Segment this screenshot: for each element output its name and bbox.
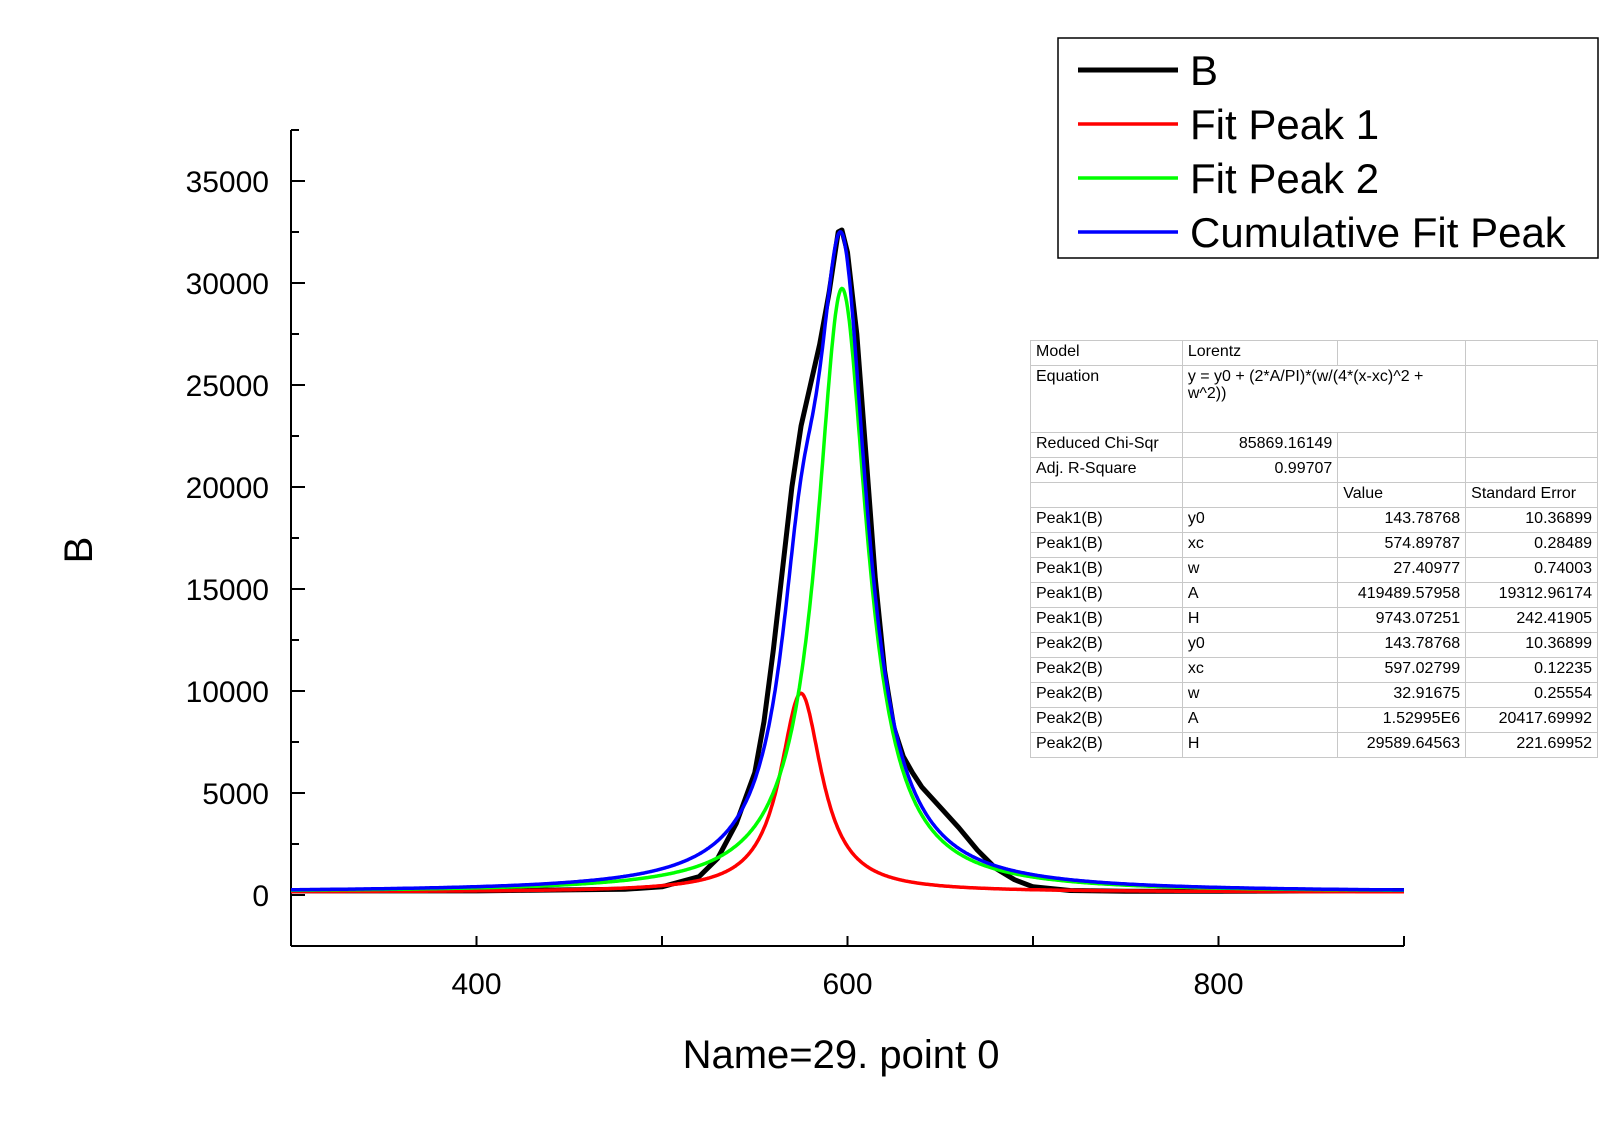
chi-label: Reduced Chi-Sqr [1030, 432, 1183, 458]
row-dataset: Peak2(B) [1030, 732, 1183, 758]
equation-label: Equation [1030, 365, 1183, 433]
row-dataset: Peak2(B) [1030, 707, 1183, 733]
equation-value: y = y0 + (2*A/PI)*(w/(4*(x-xc)^2 + w^2)) [1181, 365, 1467, 433]
row-standard-error: 221.69952 [1465, 732, 1598, 758]
y-tick-label: 5000 [202, 778, 269, 811]
row-standard-error: 242.41905 [1465, 607, 1598, 633]
row-dataset: Peak1(B) [1030, 557, 1183, 583]
row-parameter: y0 [1181, 507, 1339, 533]
table-row: Peak1(B) A 419489.57958 19312.96174 [1030, 582, 1598, 608]
table-row-r2: Adj. R-Square 0.99707 [1030, 457, 1598, 483]
table-row-chi: Reduced Chi-Sqr 85869.16149 [1030, 432, 1598, 458]
table-row: Peak1(B) w 27.40977 0.74003 [1030, 557, 1598, 583]
legend: B Fit Peak 1 Fit Peak 2 Cumulative Fit Peak [1057, 37, 1599, 259]
row-standard-error: 10.36899 [1465, 507, 1598, 533]
series-line-cumulative-fit-peak [290, 230, 1405, 892]
table-row: Peak2(B) xc 597.02799 0.12235 [1030, 657, 1598, 683]
model-label: Model [1030, 340, 1183, 366]
row-standard-error: 0.74003 [1465, 557, 1598, 583]
row-dataset: Peak2(B) [1030, 682, 1183, 708]
y-tick-label: 10000 [186, 676, 269, 709]
stderr-header: Standard Error [1465, 482, 1598, 508]
row-value: 32.91675 [1337, 682, 1467, 708]
row-parameter: H [1181, 607, 1339, 633]
table-row-model: Model Lorentz [1030, 340, 1598, 366]
row-standard-error: 19312.96174 [1465, 582, 1598, 608]
x-tick-label: 600 [822, 968, 872, 1001]
row-value: 143.78768 [1337, 632, 1467, 658]
table-row: Peak1(B) xc 574.89787 0.28489 [1030, 532, 1598, 558]
y-tick-label: 25000 [186, 370, 269, 403]
row-dataset: Peak1(B) [1030, 607, 1183, 633]
row-parameter: H [1181, 732, 1339, 758]
series-line-fit-peak-1 [290, 691, 1405, 894]
row-parameter: xc [1181, 657, 1339, 683]
row-standard-error: 0.28489 [1465, 532, 1598, 558]
legend-label-fit-peak-2: Fit Peak 2 [1190, 155, 1379, 202]
row-standard-error: 20417.69992 [1465, 707, 1598, 733]
row-dataset: Peak1(B) [1030, 582, 1183, 608]
row-parameter: y0 [1181, 632, 1339, 658]
x-tick-label: 400 [451, 968, 501, 1001]
table-header-row: Value Standard Error [1030, 482, 1598, 508]
row-value: 29589.64563 [1337, 732, 1467, 758]
y-axis-title: B [57, 537, 101, 564]
y-tick-label: 30000 [186, 268, 269, 301]
row-parameter: w [1181, 682, 1339, 708]
row-standard-error: 0.12235 [1465, 657, 1598, 683]
row-dataset: Peak1(B) [1030, 507, 1183, 533]
y-tick-label: 35000 [186, 166, 269, 199]
row-parameter: w [1181, 557, 1339, 583]
row-value: 143.78768 [1337, 507, 1467, 533]
row-dataset: Peak2(B) [1030, 632, 1183, 658]
legend-box [1057, 37, 1599, 259]
r2-label: Adj. R-Square [1030, 457, 1183, 483]
table-row: Peak2(B) w 32.91675 0.25554 [1030, 682, 1598, 708]
row-dataset: Peak1(B) [1030, 532, 1183, 558]
legend-label-fit-peak-1: Fit Peak 1 [1190, 101, 1379, 148]
row-value: 419489.57958 [1337, 582, 1467, 608]
row-parameter: A [1181, 582, 1339, 608]
legend-label-b: B [1190, 47, 1218, 94]
table-row: Peak2(B) H 29589.64563 221.69952 [1030, 732, 1598, 758]
row-parameter: xc [1181, 532, 1339, 558]
chi-value: 85869.16149 [1181, 432, 1339, 458]
table-row: Peak1(B) H 9743.07251 242.41905 [1030, 607, 1598, 633]
value-header: Value [1337, 482, 1467, 508]
y-tick-label: 0 [252, 880, 269, 913]
r2-value: 0.99707 [1181, 457, 1339, 483]
row-value: 9743.07251 [1337, 607, 1467, 633]
x-axis-title: Name=29. point 0 [683, 1033, 1000, 1077]
series-layer [290, 227, 1405, 894]
row-standard-error: 0.25554 [1465, 682, 1598, 708]
table-row: Peak2(B) y0 143.78768 10.36899 [1030, 632, 1598, 658]
row-parameter: A [1181, 707, 1339, 733]
y-tick-label: 15000 [186, 574, 269, 607]
row-value: 1.52995E6 [1337, 707, 1467, 733]
legend-label-cumulative-fit-peak: Cumulative Fit Peak [1190, 209, 1567, 256]
row-value: 27.40977 [1337, 557, 1467, 583]
x-tick-label: 800 [1193, 968, 1243, 1001]
fit-results-table: Model Lorentz Equation y = y0 + (2*A/PI)… [1030, 340, 1598, 758]
model-value: Lorentz [1181, 340, 1339, 366]
table-row: Peak2(B) A 1.52995E6 20417.69992 [1030, 707, 1598, 733]
row-value: 574.89787 [1337, 532, 1467, 558]
row-dataset: Peak2(B) [1030, 657, 1183, 683]
y-tick-label: 20000 [186, 472, 269, 505]
table-row: Peak1(B) y0 143.78768 10.36899 [1030, 507, 1598, 533]
table-row-equation: Equation y = y0 + (2*A/PI)*(w/(4*(x-xc)^… [1030, 365, 1598, 433]
row-standard-error: 10.36899 [1465, 632, 1598, 658]
row-value: 597.02799 [1337, 657, 1467, 683]
axes: 400 600 800 0 5000 10000 15000 20000 25000 30000 3… [186, 129, 1405, 1001]
